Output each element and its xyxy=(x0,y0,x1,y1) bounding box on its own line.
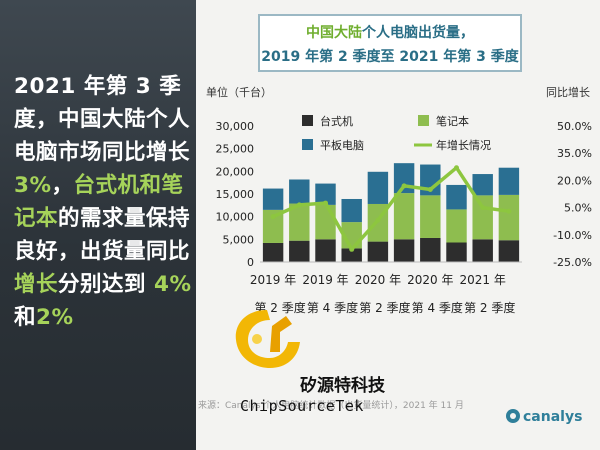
x-tick-label-year: 2021 年 xyxy=(460,273,506,287)
bar-segment-desktop xyxy=(472,239,493,262)
headline-part-1: 2021 年第 3 季度，中国大陆个人电脑市场同比增长 xyxy=(14,74,191,165)
growth-point xyxy=(270,214,276,220)
bar-segment-desktop xyxy=(420,237,441,262)
y-tick-label: 10,000 xyxy=(216,211,255,224)
x-tick-label-year: 2019 年 xyxy=(302,273,348,287)
y-tick-label: 5,000 xyxy=(223,233,255,246)
watermark-chinese: 矽源特科技 xyxy=(300,376,385,396)
bar-segment-tablet xyxy=(315,183,336,205)
bar-segment-notebook xyxy=(472,195,493,240)
y2-tick-label: 50.0% xyxy=(557,120,592,133)
x-tick-label-year: 2020 年 xyxy=(355,273,401,287)
y-tick-label: 25,000 xyxy=(216,143,255,156)
bar-segment-desktop xyxy=(393,239,415,262)
headline-highlight-products: 台式机和笔记本 xyxy=(14,173,184,231)
legend-notebook-label: 笔记本 xyxy=(436,114,469,128)
headline-part-2: ， xyxy=(51,173,74,198)
bar-segment-notebook xyxy=(262,209,284,243)
headline-part-4: 分别达到 xyxy=(58,272,155,297)
bar-segment-notebook xyxy=(393,193,415,240)
growth-point xyxy=(454,165,459,171)
headline-highlight-desktop-rate: 4% xyxy=(154,272,192,297)
watermark-english: ChipSourceTek xyxy=(240,397,364,415)
canalys-brand: canalys xyxy=(523,409,583,425)
bar-segment-tablet xyxy=(498,167,520,195)
growth-point xyxy=(296,202,302,208)
legend-growth-label: 年增长情况 xyxy=(436,138,491,152)
growth-point xyxy=(375,217,381,223)
x-tick-label-quarter: 第 2 季度 xyxy=(464,300,515,315)
x-tick-label-quarter: 第 4 季度 xyxy=(307,300,358,315)
chart-title-box: 中国大陆个人电脑出货量， 2019 年第 2 季度至 2021 年第 3 季度 xyxy=(258,14,522,72)
legend-desktop-label: 台式机 xyxy=(320,114,353,128)
bar-segment-notebook xyxy=(289,203,310,241)
legend-desktop-swatch xyxy=(302,115,313,126)
growth-point xyxy=(401,183,407,189)
shipments-chart: 单位（千台） 同比增长 0 5,000 10,000 15,000 20,000 25,000… xyxy=(206,85,592,315)
bar-segment-tablet xyxy=(341,198,362,223)
bar-segment-desktop xyxy=(262,242,284,262)
y2-tick-label: 20.0% xyxy=(557,174,592,187)
canalys-logo-icon xyxy=(506,409,520,423)
growth-point xyxy=(349,246,355,252)
legend-notebook-swatch xyxy=(418,115,429,126)
bar-segment-tablet xyxy=(289,179,310,204)
growth-point xyxy=(323,200,328,206)
growth-point xyxy=(480,205,486,211)
bar-segment-notebook xyxy=(498,194,520,241)
chart-title-line-2: 2019 年第 2 季度至 2021 年第 3 季度 xyxy=(261,49,519,65)
y-tick-label: 15,000 xyxy=(216,188,255,201)
y-axis-title: 单位（千台） xyxy=(206,85,272,99)
bar-segment-notebook xyxy=(315,204,336,240)
chart-title-line-1: 中国大陆个人电脑出货量， xyxy=(260,22,520,42)
headline-text: 2021 年第 3 季度，中国大陆个人电脑市场同比增长 3%，台式机和笔记本的需… xyxy=(14,70,194,334)
bar-segment-desktop xyxy=(498,240,520,262)
headline-part-3: 的需求量保持良好，出货量同比 xyxy=(14,206,191,264)
growth-line xyxy=(272,165,510,252)
x-tick-label-quarter: 第 2 季度 xyxy=(359,300,410,315)
bar-segment-desktop xyxy=(315,239,336,262)
x-tick-label-year: 2020 年 xyxy=(407,273,453,287)
y2-tick-label: 35.0% xyxy=(557,147,592,160)
chart-title-rest: 个人电脑出货量， xyxy=(362,25,474,41)
bar-segment-tablet xyxy=(262,188,284,210)
y-tick-label: 0 xyxy=(247,256,254,269)
growth-point xyxy=(506,208,512,214)
bar-segment-notebook xyxy=(420,195,441,238)
chipsourcetek-logo-icon xyxy=(235,310,300,368)
left-panel: 2021 年第 3 季度，中国大陆个人电脑市场同比增长 3%，台式机和笔记本的需… xyxy=(0,0,196,450)
bar-segment-tablet xyxy=(472,174,493,196)
legend-tablet-label: 平板电脑 xyxy=(320,138,364,152)
headline-part-5: 和 xyxy=(14,305,37,330)
x-tick-label-year: 2019 年 xyxy=(250,273,296,287)
y-tick-label: 20,000 xyxy=(216,165,255,178)
bar-segment-desktop xyxy=(446,242,467,262)
source-note: 来源：Canalys 个人电脑统计数据（出货量统计），2021 年 11 月 xyxy=(198,401,464,411)
bar-segment-desktop xyxy=(341,248,362,262)
bar-segment-tablet xyxy=(446,184,467,210)
headline-highlight-increase: 增长 xyxy=(14,272,59,297)
headline-highlight-growth: 3% xyxy=(14,173,52,198)
y2-tick-label: -10.0% xyxy=(553,229,592,242)
y2-tick-label: 5.0% xyxy=(564,202,592,215)
y2-axis-title: 同比增长 xyxy=(546,85,590,99)
y-tick-label: 30,000 xyxy=(216,120,255,133)
bar-segment-tablet xyxy=(367,171,389,204)
legend-tablet-swatch xyxy=(302,139,313,150)
bar-segment-desktop xyxy=(289,240,310,262)
chart-title-highlight: 中国大陆 xyxy=(306,25,362,41)
growth-point xyxy=(427,186,433,192)
y2-tick-label: -25.0% xyxy=(553,256,592,269)
bar-segment-desktop xyxy=(367,241,389,262)
x-tick-label-quarter: 第 4 季度 xyxy=(412,300,463,315)
headline-highlight-notebook-rate: 2% xyxy=(36,305,74,330)
bar-segment-notebook xyxy=(446,209,467,243)
